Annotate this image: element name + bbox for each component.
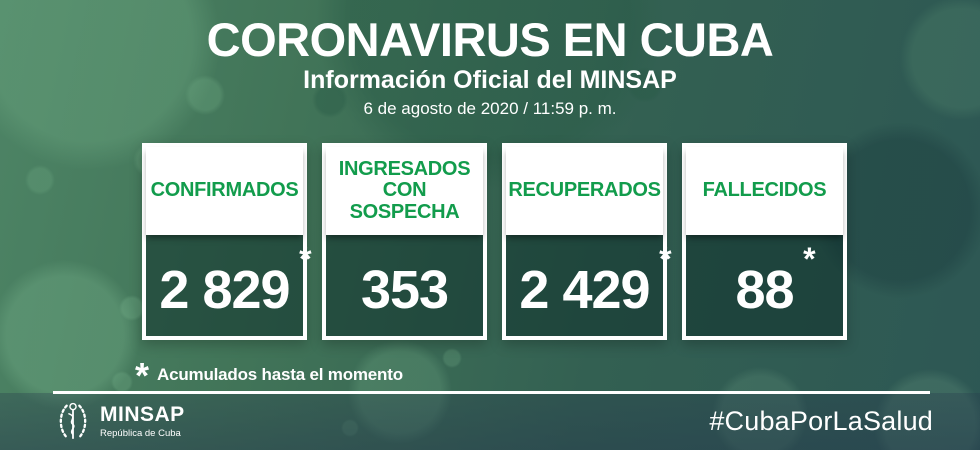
- stats-row: CONFIRMADOS 2 829 * INGRESADOS CON SOSPEC…: [142, 143, 847, 340]
- stat-value-text: 2 429: [519, 259, 650, 320]
- stat-card-body: 88 *: [686, 235, 843, 336]
- footnote-asterisk: *: [135, 355, 150, 396]
- stat-value: 353: [360, 255, 449, 320]
- stat-label: INGRESADOS CON SOSPECHA: [338, 157, 471, 223]
- report-date: 6 de agosto de 2020 / 11:59 p. m.: [363, 99, 617, 119]
- footer-divider-line: [53, 391, 930, 394]
- footnote: * Acumulados hasta el momento: [135, 358, 403, 394]
- minsap-logo: MINSAP República de Cuba: [55, 401, 185, 441]
- org-name: MINSAP: [100, 402, 185, 426]
- stat-value: 88 *: [735, 243, 815, 320]
- stat-card-header: CONFIRMADOS: [146, 147, 303, 235]
- org-subtitle: República de Cuba: [100, 427, 181, 439]
- stat-value-text: 353: [360, 259, 449, 320]
- stat-card-ingresados: INGRESADOS CON SOSPECHA 353: [322, 143, 487, 340]
- stat-value-text: 2 829: [159, 259, 290, 320]
- stat-label: RECUPERADOS: [508, 179, 661, 202]
- stat-card-body: 2 829 *: [146, 235, 312, 336]
- page-title: CORONAVIRUS EN CUBA: [206, 13, 774, 66]
- minsap-logo-text: MINSAP República de Cuba: [100, 404, 185, 439]
- footer-band: [0, 393, 980, 450]
- header: CORONAVIRUS EN CUBA Información Oficial …: [0, 0, 980, 119]
- asterisk-mark: *: [299, 240, 312, 277]
- stat-card-header: RECUPERADOS: [506, 147, 663, 235]
- asterisk-mark: *: [659, 240, 672, 277]
- stat-card-recuperados: RECUPERADOS 2 429 *: [502, 143, 672, 340]
- campaign-hashtag: #CubaPorLaSalud: [709, 406, 933, 436]
- stat-card-header: INGRESADOS CON SOSPECHA: [326, 147, 483, 235]
- asterisk-mark: *: [803, 240, 816, 277]
- stat-card-fallecidos: FALLECIDOS 88 *: [682, 143, 847, 340]
- stat-value-text: 88: [735, 259, 794, 320]
- stat-card-header: FALLECIDOS: [686, 147, 843, 235]
- stat-label: CONFIRMADOS: [150, 179, 299, 202]
- stat-value: 2 429 *: [519, 243, 671, 320]
- stat-card-body: 2 429 *: [506, 235, 672, 336]
- stat-label: FALLECIDOS: [702, 179, 827, 202]
- stat-card-body: 353: [326, 235, 483, 336]
- page-subtitle: Información Oficial del MINSAP: [303, 66, 677, 95]
- stat-value: 2 829 *: [159, 243, 311, 320]
- asclepius-wreath-icon: [59, 402, 87, 439]
- stat-card-confirmados: CONFIRMADOS 2 829 *: [142, 143, 312, 340]
- footnote-text: Acumulados hasta el momento: [157, 365, 403, 384]
